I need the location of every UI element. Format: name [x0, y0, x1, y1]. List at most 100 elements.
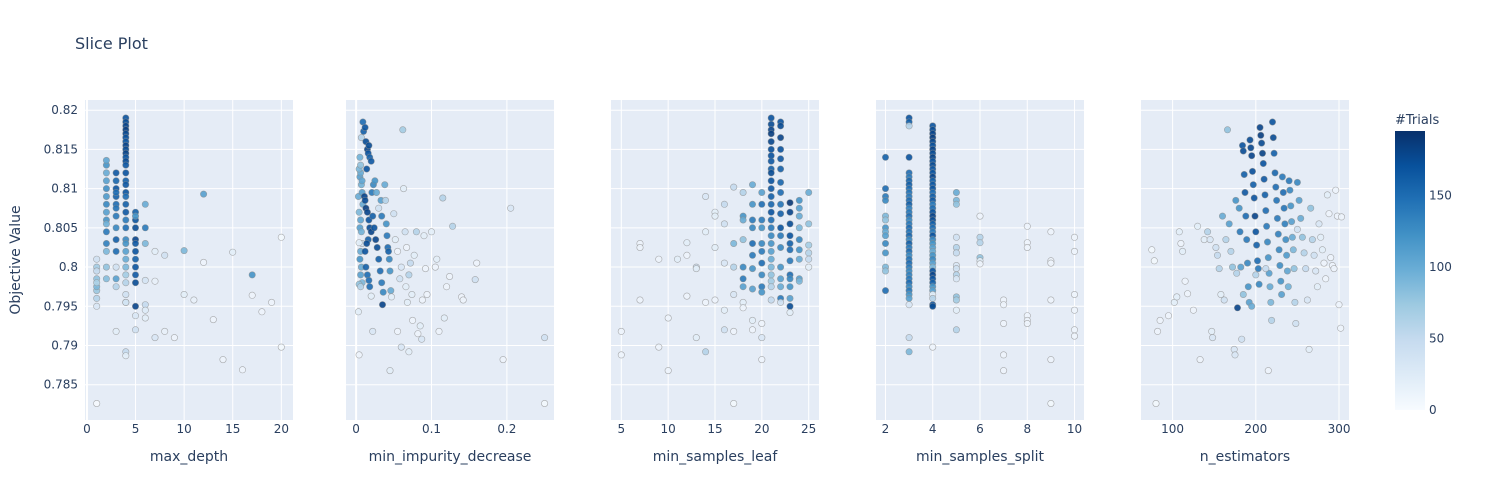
data-point[interactable]	[357, 216, 365, 224]
data-point[interactable]	[1000, 301, 1008, 309]
data-point[interactable]	[268, 298, 276, 306]
data-point[interactable]	[1196, 356, 1204, 364]
data-point[interactable]	[1288, 233, 1296, 241]
data-point[interactable]	[929, 343, 937, 351]
data-point[interactable]	[394, 247, 402, 255]
data-point[interactable]	[777, 283, 785, 291]
data-point[interactable]	[1237, 263, 1245, 271]
data-point[interactable]	[418, 335, 426, 343]
data-point[interactable]	[141, 276, 149, 284]
data-point[interactable]	[1305, 345, 1313, 353]
data-point[interactable]	[1206, 236, 1214, 244]
data-point[interactable]	[431, 263, 439, 271]
data-point[interactable]	[1254, 265, 1262, 273]
data-point[interactable]	[1244, 283, 1252, 291]
data-point[interactable]	[711, 212, 719, 220]
data-point[interactable]	[93, 267, 101, 275]
data-point[interactable]	[132, 326, 140, 334]
data-point[interactable]	[1023, 319, 1031, 327]
data-point[interactable]	[881, 196, 889, 204]
data-point[interactable]	[102, 275, 110, 283]
data-point[interactable]	[1000, 351, 1008, 359]
data-point[interactable]	[730, 327, 738, 335]
data-point[interactable]	[1278, 290, 1286, 298]
data-point[interactable]	[1278, 173, 1286, 181]
data-point[interactable]	[1258, 139, 1266, 147]
data-point[interactable]	[758, 271, 766, 279]
data-point[interactable]	[767, 216, 775, 224]
data-point[interactable]	[1335, 301, 1343, 309]
data-point[interactable]	[786, 283, 794, 291]
data-point[interactable]	[1220, 296, 1228, 304]
data-point[interactable]	[1238, 335, 1246, 343]
data-point[interactable]	[1047, 259, 1055, 267]
data-point[interactable]	[420, 232, 428, 240]
data-point[interactable]	[394, 327, 402, 335]
data-point[interactable]	[777, 165, 785, 173]
data-point[interactable]	[1248, 152, 1256, 160]
data-point[interactable]	[1047, 228, 1055, 236]
data-point[interactable]	[381, 181, 389, 189]
data-point[interactable]	[375, 204, 383, 212]
data-point[interactable]	[720, 200, 728, 208]
data-point[interactable]	[952, 296, 960, 304]
data-point[interactable]	[354, 308, 362, 316]
data-point[interactable]	[122, 216, 130, 224]
data-point[interactable]	[1154, 327, 1162, 335]
data-point[interactable]	[1240, 171, 1248, 179]
data-point[interactable]	[1323, 191, 1331, 199]
data-point[interactable]	[357, 271, 365, 279]
data-point[interactable]	[1000, 319, 1008, 327]
data-point[interactable]	[881, 216, 889, 224]
data-point[interactable]	[1239, 147, 1247, 155]
data-point[interactable]	[1318, 246, 1326, 254]
data-point[interactable]	[122, 298, 130, 306]
data-point[interactable]	[1173, 293, 1181, 301]
data-point[interactable]	[1274, 230, 1282, 238]
data-point[interactable]	[748, 326, 756, 334]
data-point[interactable]	[767, 130, 775, 138]
data-point[interactable]	[1322, 275, 1330, 283]
data-point[interactable]	[102, 200, 110, 208]
data-point[interactable]	[1235, 204, 1243, 212]
data-point[interactable]	[1298, 233, 1306, 241]
data-point[interactable]	[433, 255, 441, 263]
data-point[interactable]	[1229, 263, 1237, 271]
data-point[interactable]	[1047, 356, 1055, 364]
data-point[interactable]	[361, 124, 369, 132]
data-point[interactable]	[449, 222, 457, 230]
data-point[interactable]	[387, 293, 395, 301]
data-point[interactable]	[102, 185, 110, 193]
data-point[interactable]	[141, 224, 149, 232]
data-point[interactable]	[730, 399, 738, 407]
data-point[interactable]	[1214, 251, 1222, 259]
data-point[interactable]	[141, 306, 149, 314]
data-point[interactable]	[739, 275, 747, 283]
data-point[interactable]	[758, 216, 766, 224]
data-point[interactable]	[1327, 254, 1335, 262]
data-point[interactable]	[1047, 296, 1055, 304]
data-point[interactable]	[400, 185, 408, 193]
data-point[interactable]	[1284, 283, 1292, 291]
data-point[interactable]	[93, 399, 101, 407]
data-point[interactable]	[1286, 186, 1294, 194]
data-point[interactable]	[1265, 269, 1273, 277]
data-point[interactable]	[112, 263, 120, 271]
data-point[interactable]	[403, 244, 411, 252]
data-point[interactable]	[1246, 136, 1254, 144]
data-point[interactable]	[122, 161, 130, 169]
data-point[interactable]	[739, 283, 747, 291]
data-point[interactable]	[795, 277, 803, 285]
data-point[interactable]	[365, 276, 373, 284]
data-point[interactable]	[1165, 312, 1173, 320]
data-point[interactable]	[777, 232, 785, 240]
data-point[interactable]	[795, 212, 803, 220]
data-point[interactable]	[777, 224, 785, 232]
data-point[interactable]	[786, 208, 794, 216]
data-point[interactable]	[122, 193, 130, 201]
data-point[interactable]	[730, 290, 738, 298]
data-point[interactable]	[758, 334, 766, 342]
data-point[interactable]	[767, 177, 775, 185]
data-point[interactable]	[459, 296, 467, 304]
data-point[interactable]	[683, 239, 691, 247]
